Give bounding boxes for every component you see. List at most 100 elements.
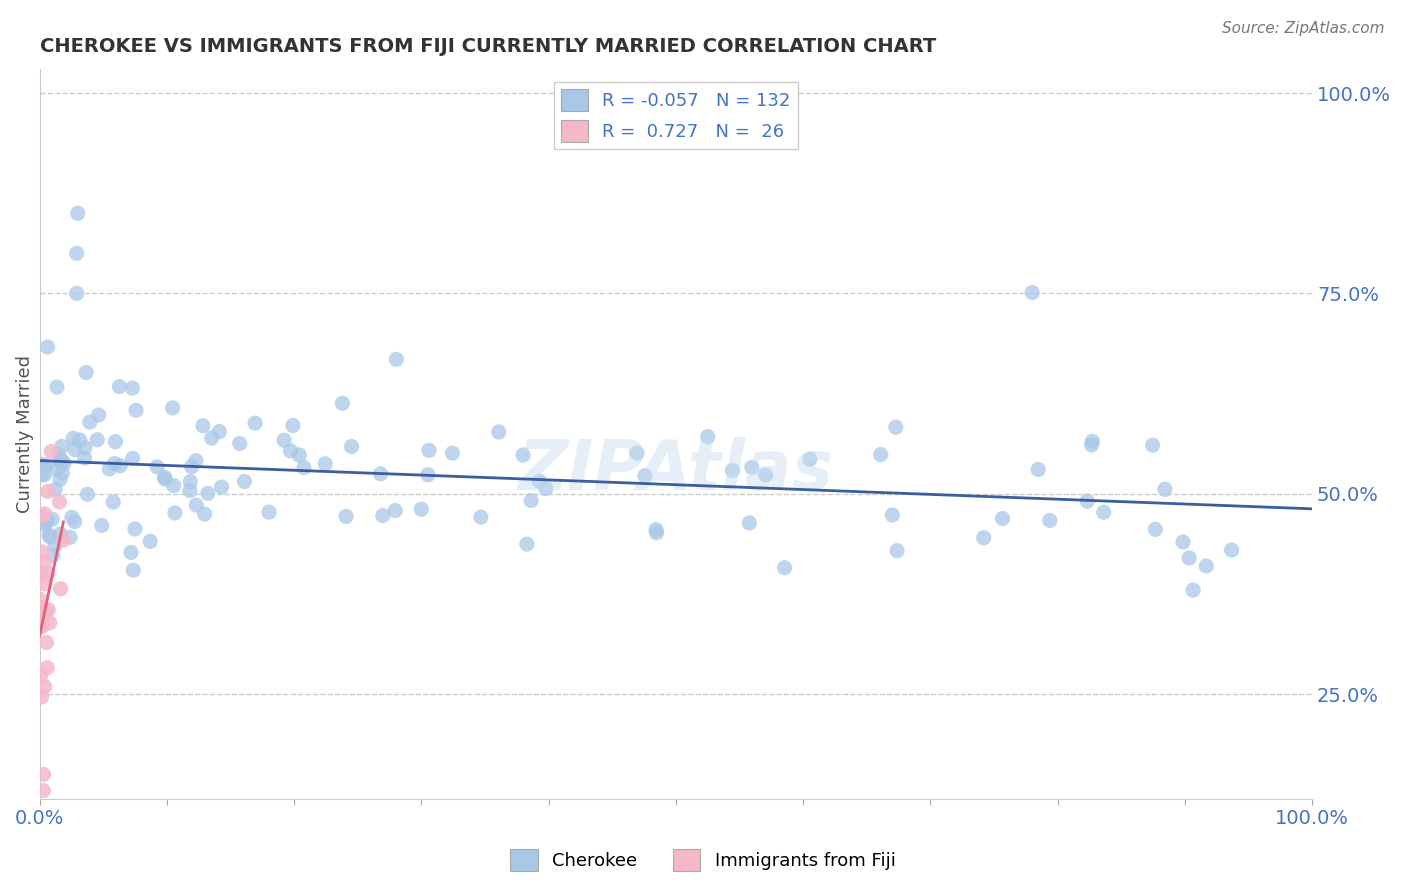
Point: [991, 511, 1014, 525]
Point: [76, 487, 98, 501]
Point: [39, 444, 62, 458]
Point: [1220, 543, 1243, 558]
Point: [882, 508, 904, 522]
Point: [1080, 438, 1102, 452]
Point: [32, 458, 55, 473]
Point: [869, 448, 891, 462]
Point: [34, 467, 56, 482]
Point: [103, 495, 125, 509]
Point: [30, 620, 52, 634]
Point: [332, 396, 354, 410]
Point: [886, 543, 908, 558]
Point: [44, 538, 66, 552]
Point: [79, 415, 101, 429]
Point: [281, 418, 304, 433]
Point: [86, 433, 108, 447]
Point: [38, 615, 60, 630]
Point: [529, 475, 551, 489]
Point: [257, 505, 280, 519]
Point: [124, 522, 146, 536]
Point: [1171, 535, 1194, 549]
Point: [48, 495, 70, 509]
Point: [34, 555, 56, 569]
Text: ZIPAtlas: ZIPAtlas: [517, 437, 834, 504]
Point: [634, 468, 657, 483]
Point: [488, 425, 510, 439]
Point: [42, 548, 65, 562]
Point: [738, 516, 761, 530]
Point: [38, 528, 60, 542]
Point: [49, 454, 72, 468]
Point: [37, 566, 59, 581]
Point: [1081, 434, 1104, 449]
Point: [53, 456, 76, 470]
Point: [34, 576, 56, 591]
Legend: Cherokee, Immigrants from Fiji: Cherokee, Immigrants from Fiji: [503, 842, 903, 879]
Point: [153, 472, 176, 486]
Point: [31, 566, 53, 581]
Point: [211, 480, 233, 494]
Point: [46, 380, 69, 394]
Point: [65, 246, 87, 260]
Point: [44, 483, 66, 497]
Point: [60, 510, 83, 524]
Point: [418, 443, 440, 458]
Point: [51, 454, 73, 468]
Point: [69, 433, 91, 447]
Point: [139, 534, 162, 549]
Point: [228, 436, 250, 450]
Point: [39, 530, 62, 544]
Point: [194, 507, 217, 521]
Point: [1178, 551, 1201, 566]
Point: [335, 509, 357, 524]
Point: [520, 493, 543, 508]
Point: [163, 478, 186, 492]
Point: [1026, 462, 1049, 476]
Point: [799, 452, 821, 467]
Point: [37, 340, 59, 354]
Point: [35, 515, 58, 529]
Point: [179, 475, 201, 489]
Point: [314, 457, 336, 471]
Point: [534, 482, 557, 496]
Point: [1092, 505, 1115, 519]
Point: [98, 462, 121, 476]
Point: [51, 466, 73, 480]
Point: [120, 545, 142, 559]
Point: [34, 507, 56, 521]
Point: [30, 458, 52, 472]
Point: [52, 533, 75, 548]
Point: [31, 467, 53, 482]
Point: [626, 446, 648, 460]
Point: [411, 502, 433, 516]
Point: [32, 618, 55, 632]
Point: [470, 510, 492, 524]
Point: [32, 783, 55, 797]
Point: [63, 442, 86, 457]
Point: [201, 431, 224, 445]
Point: [31, 600, 53, 615]
Point: [37, 603, 59, 617]
Point: [49, 527, 72, 541]
Point: [384, 503, 406, 517]
Point: [146, 459, 169, 474]
Point: [63, 515, 86, 529]
Point: [773, 560, 796, 574]
Point: [1144, 522, 1167, 536]
Point: [280, 443, 302, 458]
Point: [197, 486, 219, 500]
Point: [90, 518, 112, 533]
Point: [66, 206, 89, 220]
Point: [162, 401, 184, 415]
Point: [696, 430, 718, 444]
Point: [108, 379, 131, 393]
Point: [121, 381, 143, 395]
Point: [208, 425, 231, 439]
Point: [370, 467, 392, 481]
Point: [512, 448, 534, 462]
Point: [110, 458, 132, 473]
Point: [30, 509, 52, 524]
Point: [37, 514, 59, 528]
Point: [41, 512, 63, 526]
Point: [49, 473, 72, 487]
